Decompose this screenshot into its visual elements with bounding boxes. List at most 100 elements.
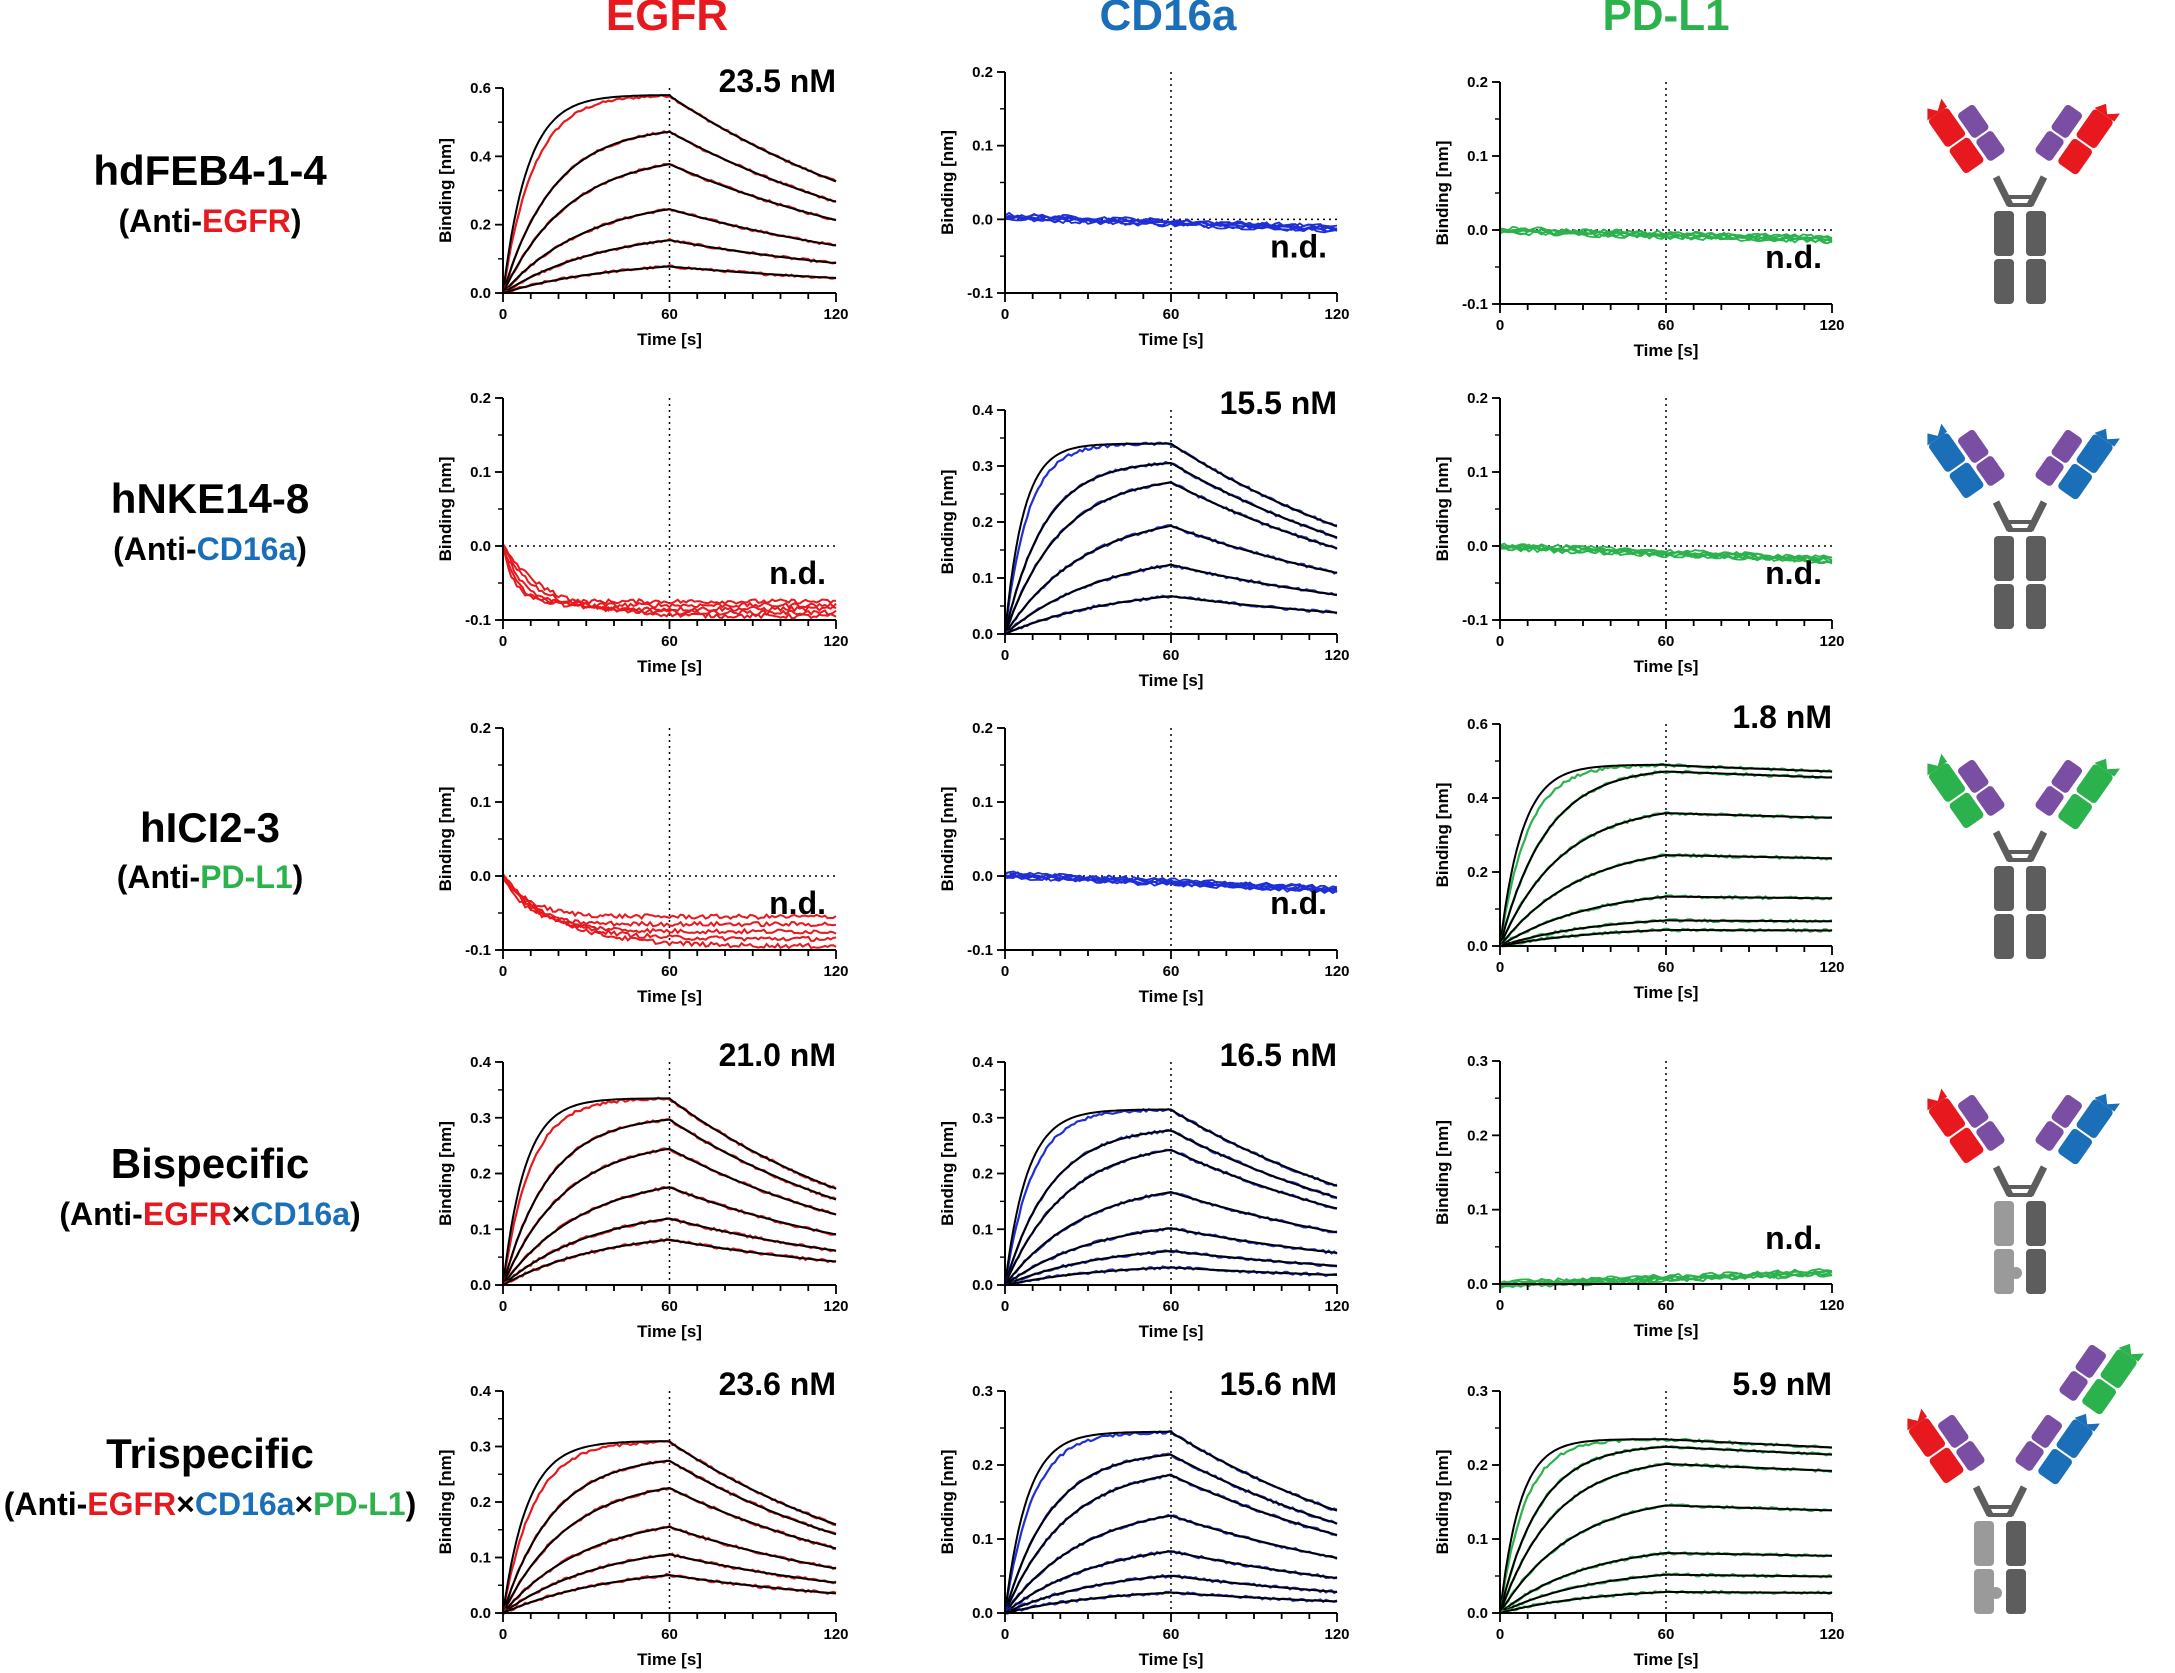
binding-chart-3-pdl1: 0 60 120 0.0 0.1 0.2 0.3 Time [s] Binding [nm] n.… [1433, 1053, 1845, 1340]
y-axis-label: Binding [nm] [1433, 1120, 1452, 1225]
target-segment: (Anti- [59, 1196, 143, 1232]
fit-curve [1499, 1573, 1832, 1614]
x-tick-label: 0 [1496, 1626, 1504, 1643]
target-segment: ) [296, 531, 307, 567]
heavy-variable-domain [1928, 433, 1966, 472]
x-axis-label: Time [s] [637, 1650, 702, 1669]
heavy-variable-domain [2076, 109, 2113, 148]
y-tick-label: 0.2 [1467, 390, 1488, 407]
cdr-tip [1927, 753, 1948, 776]
target-segment: EGFR [87, 1486, 176, 1522]
cdr-tip [2074, 1413, 2100, 1432]
heavy-constant-domain [1949, 462, 1984, 499]
sensorgram-trace [502, 876, 837, 943]
binding-chart-4-egfr: 0 60 120 0.0 0.1 0.2 0.3 0.4 Time [s] Binding [nm… [436, 1366, 849, 1669]
y-tick-label: 0.1 [470, 464, 491, 481]
kd-label: 23.6 nM [719, 1366, 836, 1402]
y-tick-label: 0.0 [470, 868, 491, 885]
cdr-tip [1927, 423, 1948, 446]
light-constant-domain [2035, 786, 2064, 816]
fit-curve [1004, 1266, 1338, 1286]
binding-chart-1-egfr: 0 60 120 -0.1 0.0 0.1 0.2 Time [s] Binding [nm] n… [436, 390, 849, 676]
target-segment: CD16a [195, 1486, 295, 1522]
y-tick-label: 0.3 [972, 458, 993, 475]
y-axis-label: Binding [nm] [436, 457, 455, 562]
hinge [1972, 1485, 1994, 1517]
y-tick-label: 0.3 [470, 1110, 491, 1127]
row-label-3: Bispecific (Anti-EGFR×CD16a) [59, 1140, 360, 1232]
row-label-0: hdFEB4-1-4 (Anti-EGFR) [93, 147, 327, 239]
cdr-tip [1907, 1408, 1928, 1431]
light-constant-domain [1976, 131, 2005, 161]
binding-chart-3-cd16a: 0 60 120 0.0 0.1 0.2 0.3 0.4 Time [s] Binding [nm… [938, 1037, 1350, 1341]
y-tick-label: 0.0 [470, 1605, 491, 1622]
fit-curve [1499, 1590, 1832, 1614]
heavy-constant-domain [2082, 1378, 2116, 1415]
x-tick-label: 60 [1658, 633, 1675, 650]
y-axis-label: Binding [nm] [1433, 783, 1452, 888]
y-tick-label: 0.4 [1467, 790, 1489, 807]
fit-curve [502, 1459, 837, 1614]
hinge [1992, 175, 2014, 207]
y-tick-label: 0.1 [972, 1531, 993, 1548]
light-variable-domain [1957, 429, 1989, 463]
y-tick-label: 0.0 [972, 1605, 993, 1622]
light-variable-domain [1957, 759, 1989, 793]
antibody-name: Bispecific [111, 1140, 309, 1187]
fit-curve [1004, 1190, 1338, 1286]
x-tick-label: 120 [823, 633, 848, 650]
sensorgram-trace [502, 543, 837, 620]
binding-chart-4-cd16a: 0 60 120 0.0 0.1 0.2 0.3 Time [s] Binding [nm] 15… [938, 1366, 1350, 1669]
fit-curve [1499, 928, 1832, 947]
row-label-2: hICI2-3 (Anti-PD-L1) [117, 804, 304, 895]
light-constant-domain [1956, 1441, 1985, 1471]
light-variable-domain [2075, 1344, 2107, 1378]
fab-arm [2035, 103, 2120, 175]
kd-label: 23.5 nM [719, 63, 836, 99]
x-tick-label: 120 [823, 1298, 848, 1315]
y-tick-label: 0.1 [1467, 464, 1488, 481]
x-tick-label: 0 [1001, 963, 1009, 980]
fit-curve [1004, 1574, 1338, 1614]
fab-arm [1927, 753, 2005, 829]
binding-chart-3-egfr: 0 60 120 0.0 0.1 0.2 0.3 0.4 Time [s] Binding [nm… [436, 1037, 849, 1341]
fit-curve [1499, 1551, 1832, 1614]
antibody-target: (Anti-EGFR×CD16a×PD-L1) [4, 1486, 417, 1522]
y-tick-label: 0.2 [1467, 74, 1488, 91]
sensorgram-trace [501, 1147, 837, 1286]
heavy-variable-domain [2076, 764, 2113, 803]
x-tick-label: 60 [1658, 1626, 1675, 1643]
y-tick-label: 0.2 [972, 1457, 993, 1474]
x-tick-label: 60 [1658, 1297, 1675, 1314]
fc-ch2-right [2026, 1201, 2046, 1246]
fc-ch2-left [1994, 1201, 2014, 1246]
sensorgram-trace [1499, 225, 1833, 240]
target-segment: (Anti- [4, 1486, 88, 1522]
kd-label: n.d. [769, 885, 826, 921]
sensorgram-trace [502, 873, 837, 950]
fc-ch2-right [2026, 536, 2046, 581]
y-tick-label: 0.0 [1467, 1605, 1488, 1622]
fit-curve [502, 130, 837, 294]
binding-chart-4-pdl1: 0 60 120 0.0 0.1 0.2 0.3 Time [s] Binding [nm] 5.… [1433, 1366, 1845, 1669]
antibody-target: (Anti-EGFR×CD16a) [59, 1196, 360, 1232]
kd-label: 15.5 nM [1220, 385, 1337, 421]
y-tick-label: 0.1 [972, 570, 993, 587]
fab-arm [2035, 758, 2120, 830]
sensorgram-trace [1003, 460, 1338, 633]
knob-into-hole [1990, 1587, 2002, 1599]
y-tick-label: 0.4 [972, 1054, 994, 1071]
x-axis-label: Time [s] [637, 657, 702, 676]
fab-arm [2035, 1093, 2120, 1165]
binding-chart-2-pdl1: 0 60 120 0.0 0.2 0.4 0.6 Time [s] Binding [nm] 1.… [1433, 699, 1845, 1002]
fit-curve [502, 1574, 837, 1614]
x-tick-label: 60 [1163, 1626, 1180, 1643]
binding-chart-2-cd16a: 0 60 120 -0.1 0.0 0.1 0.2 Time [s] Binding [nm] n… [938, 720, 1350, 1006]
y-tick-label: 0.1 [470, 1221, 491, 1238]
light-constant-domain [1976, 456, 2005, 486]
kd-label: n.d. [1765, 1220, 1822, 1256]
fc-ch3-left [1974, 1569, 1994, 1614]
kd-label: n.d. [769, 555, 826, 591]
x-tick-label: 60 [1163, 306, 1180, 323]
sensorgram-trace [1004, 211, 1338, 229]
